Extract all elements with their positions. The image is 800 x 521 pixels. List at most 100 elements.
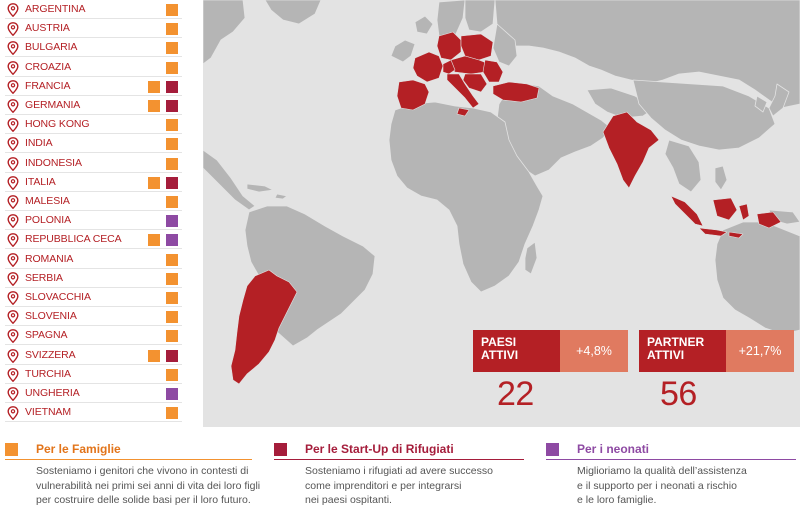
country-name: REPUBBLICA CECA xyxy=(25,233,122,246)
country-row[interactable]: TURCHIA xyxy=(0,365,185,384)
stat-paesi-label-line1: PAESI xyxy=(481,335,517,349)
map-pin-icon xyxy=(7,79,19,94)
families-marker xyxy=(166,292,178,304)
legend-newborn-desc-line: Miglioriamo la qualità dell’assistenza xyxy=(577,465,747,477)
country-row[interactable]: ITALIA xyxy=(0,173,185,192)
map-pin-icon xyxy=(7,41,19,56)
map-pin-icon xyxy=(7,3,19,17)
stat-partner-label-line2: ATTIVI xyxy=(647,348,685,362)
country-name: TURCHIA xyxy=(25,367,71,380)
stat-paesi-change: +4,8% xyxy=(560,330,628,372)
country-row[interactable]: POLONIA xyxy=(0,211,185,231)
country-row[interactable]: GERMANIA xyxy=(0,96,185,115)
legend-newborn-divider xyxy=(546,459,796,460)
country-name: SPAGNA xyxy=(25,329,68,342)
refugee-marker xyxy=(166,80,178,93)
country-row[interactable]: SERBIA xyxy=(0,269,185,288)
stat-paesi-attivi: PAESI ATTIVI +4,8% xyxy=(473,330,628,372)
country-row[interactable]: BULGARIA xyxy=(0,38,185,58)
legend-families-swatch xyxy=(5,443,18,456)
country-row[interactable]: INDIA xyxy=(0,134,185,154)
legend-newborn-desc: Miglioriamo la qualità dell’assistenza e… xyxy=(577,464,797,508)
families-marker xyxy=(166,311,178,324)
map-pin-icon xyxy=(7,291,19,305)
families-marker xyxy=(166,330,178,343)
families-marker xyxy=(166,196,178,208)
stat-paesi-value: 22 xyxy=(497,375,534,413)
country-name: SERBIA xyxy=(25,271,63,284)
legend-newborn-desc-line: e le loro famiglie. xyxy=(577,494,657,506)
country-row[interactable]: SPAGNA xyxy=(0,326,185,346)
country-name: ROMANIA xyxy=(25,252,74,265)
map-pin-icon xyxy=(7,22,19,37)
legend-families-desc: Sosteniamo i genitori che vivono in cont… xyxy=(36,464,266,508)
country-name: MALESIA xyxy=(25,195,70,207)
families-marker xyxy=(148,176,160,189)
country-row[interactable]: SVIZZERA xyxy=(0,346,185,365)
stat-paesi-label: PAESI ATTIVI xyxy=(473,330,560,372)
country-row[interactable]: SLOVENIA xyxy=(0,307,185,327)
country-name: HONG KONG xyxy=(25,118,90,131)
legend-families-title: Per le Famiglie xyxy=(36,442,121,456)
stat-partner-value: 56 xyxy=(660,375,697,413)
country-row[interactable]: ROMANIA xyxy=(0,250,185,269)
families-marker xyxy=(166,61,178,74)
families-marker xyxy=(166,272,178,285)
country-row[interactable]: MALESIA xyxy=(0,192,185,211)
country-name: VIETNAM xyxy=(25,406,71,419)
country-row[interactable]: VIETNAM xyxy=(0,403,185,423)
map-pin-icon xyxy=(7,175,19,190)
legend-newborn-swatch xyxy=(546,443,559,456)
country-name: SLOVACCHIA xyxy=(25,291,91,303)
country-name: POLONIA xyxy=(25,214,71,227)
stat-paesi-label-line2: ATTIVI xyxy=(481,348,519,362)
country-row[interactable]: CROAZIA xyxy=(0,58,185,77)
country-row[interactable]: FRANCIA xyxy=(0,77,185,96)
families-marker xyxy=(148,80,160,93)
newborn-marker xyxy=(166,234,178,247)
country-row[interactable]: REPUBBLICA CECA xyxy=(0,230,185,250)
country-name: INDONESIA xyxy=(25,156,82,169)
map-pin-icon xyxy=(7,233,19,248)
families-marker xyxy=(166,42,178,55)
legend-refugee-desc: Sosteniamo i rifugiati ad avere successo… xyxy=(305,464,525,508)
country-row[interactable]: AUSTRIA xyxy=(0,19,185,39)
map-pin-icon xyxy=(7,214,19,229)
families-marker xyxy=(148,100,160,112)
country-name: CROAZIA xyxy=(25,60,71,73)
map-pin-icon xyxy=(7,195,19,209)
country-name: SVIZZERA xyxy=(25,348,76,361)
map-pin-icon xyxy=(7,387,19,401)
families-marker xyxy=(166,253,178,266)
legend-families-desc-line: vulnerabilità nei primi sei anni di vita… xyxy=(36,479,261,492)
newborn-marker xyxy=(166,388,178,400)
country-name: ITALIA xyxy=(25,175,56,188)
families-marker xyxy=(166,138,178,151)
families-marker xyxy=(148,234,160,247)
legend-newborn-desc-line: e il supporto per i neonati a rischio xyxy=(577,479,737,492)
map-pin-icon xyxy=(7,329,19,344)
stat-partner-label: PARTNER ATTIVI xyxy=(639,330,726,372)
map-pin-icon xyxy=(7,271,19,286)
families-marker xyxy=(166,368,178,381)
country-name: FRANCIA xyxy=(25,79,71,92)
legend-families-desc-line: Sosteniamo i genitori che vivono in cont… xyxy=(36,465,249,477)
families-marker xyxy=(166,4,178,16)
stat-partner-label-line1: PARTNER xyxy=(647,335,705,349)
families-marker xyxy=(166,119,178,132)
country-row[interactable]: SLOVACCHIA xyxy=(0,288,185,307)
country-row[interactable]: ARGENTINA xyxy=(0,0,185,19)
country-row[interactable]: HONG KONG xyxy=(0,115,185,135)
country-name: ARGENTINA xyxy=(25,3,86,15)
map-pin-icon xyxy=(7,252,19,267)
map-pin-icon xyxy=(7,156,19,171)
refugee-marker xyxy=(166,349,178,362)
country-row[interactable]: UNGHERIA xyxy=(0,384,185,403)
legend-refugee-desc-line: nei paesi ospitanti. xyxy=(305,494,392,506)
map-pin-icon xyxy=(7,60,19,75)
map-pin-icon xyxy=(7,367,19,382)
refugee-marker xyxy=(166,100,178,112)
country-row[interactable]: INDONESIA xyxy=(0,154,185,173)
families-marker xyxy=(166,23,178,36)
legend-refugee-desc-line: come imprenditori e per integrarsi xyxy=(305,479,462,492)
